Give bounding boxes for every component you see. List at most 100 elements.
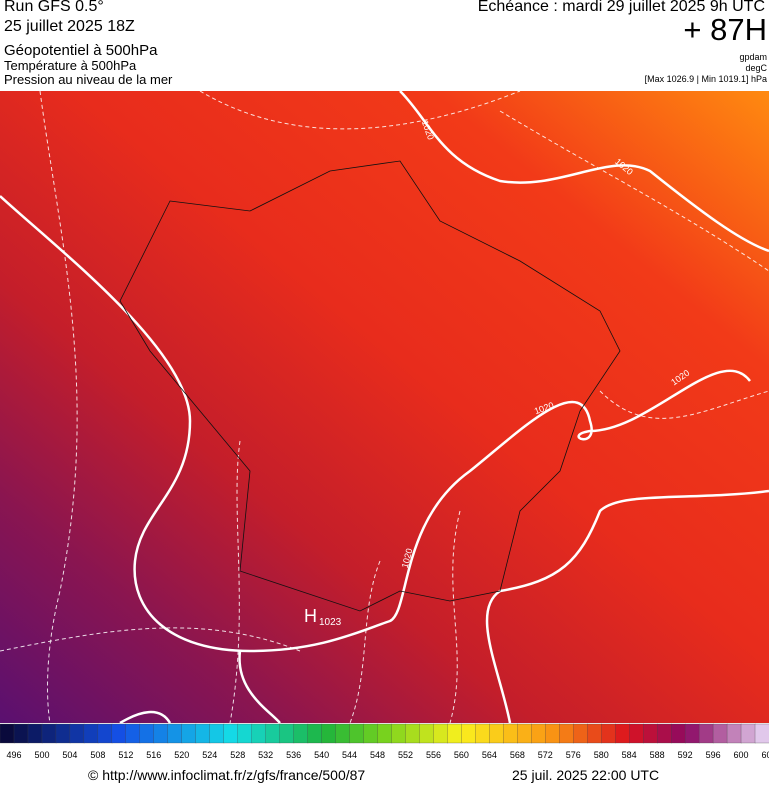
- colorbar-label: 568: [510, 750, 525, 760]
- field-label: Température à 500hPa: [4, 58, 137, 73]
- colorbar-swatch: [335, 723, 351, 744]
- timestamp: 25 juil. 2025 22:00 UTC: [512, 767, 660, 783]
- colorbar-swatch: [447, 723, 463, 744]
- temperature-field: [0, 91, 769, 723]
- colorbar-swatch: [293, 723, 309, 744]
- colorbar-label: 516: [146, 750, 161, 760]
- colorbar-label: 588: [650, 750, 665, 760]
- colorbar-swatch: [251, 723, 267, 744]
- colorbar-label: 544: [342, 750, 357, 760]
- colorbar-swatch: [279, 723, 295, 744]
- colorbar-label: 592: [678, 750, 693, 760]
- colorbar-label: 496: [6, 750, 21, 760]
- colorbar-swatch: [684, 723, 700, 744]
- colorbar-label: 536: [286, 750, 301, 760]
- colorbar-swatch: [615, 723, 630, 744]
- colorbar-label: 600: [734, 750, 749, 760]
- colorbar-label: 596: [706, 750, 721, 760]
- colorbar-swatch: [307, 723, 323, 744]
- colorbar-label: 540: [314, 750, 329, 760]
- colorbar-label: 560: [454, 750, 469, 760]
- colorbar-swatch: [587, 723, 602, 744]
- colorbar-swatch: [153, 723, 169, 744]
- colorbar-swatch: [181, 723, 197, 744]
- pressure-range: [Max 1026.9 | Min 1019.1] hPa: [644, 74, 767, 84]
- colorbar-swatch: [321, 723, 337, 744]
- colorbar-swatch: [27, 723, 43, 744]
- colorbar-swatch: [167, 723, 183, 744]
- colorbar-swatch: [349, 723, 365, 744]
- colorbar-swatch: [573, 723, 588, 744]
- colorbar-swatch: [559, 723, 574, 744]
- colorbar-swatch: [0, 723, 15, 744]
- colorbar-swatch: [503, 723, 518, 744]
- colorbar-swatch: [377, 723, 393, 744]
- forecast-time: Echéance : mardi 29 juillet 2025 9h UTC: [477, 0, 765, 15]
- colorbar-swatch: [83, 723, 99, 744]
- run-title: Run GFS 0.5°: [4, 0, 104, 15]
- colorbar-swatch: [125, 723, 141, 744]
- colorbar-label: 512: [118, 750, 133, 760]
- colorbar-swatch: [698, 723, 714, 744]
- colorbar-swatch: [489, 723, 504, 744]
- colorbar-label: 504: [62, 750, 77, 760]
- colorbar-swatch: [461, 723, 477, 744]
- colorbar-swatch: [363, 723, 379, 744]
- colorbar-swatch: [223, 723, 239, 744]
- colorbar-swatch: [712, 723, 728, 744]
- isotherms: [0, 91, 769, 723]
- colorbar-label: 584: [622, 750, 637, 760]
- colorbar-swatch: [726, 723, 742, 744]
- colorbar-swatch: [419, 723, 435, 744]
- high-value: 1023: [319, 617, 342, 628]
- borders: [119, 160, 621, 612]
- colorbar-swatch: [139, 723, 155, 744]
- colorbar-swatch: [475, 723, 491, 744]
- colorbar-label: 524: [202, 750, 217, 760]
- colorbar-swatch: [111, 723, 127, 744]
- unit-label: degC: [745, 63, 767, 73]
- colorbar-label: 572: [538, 750, 553, 760]
- colorbar-label: 532: [258, 750, 273, 760]
- colorbar-label: 520: [174, 750, 189, 760]
- colorbar-swatch: [670, 723, 686, 744]
- field-label: Pression au niveau de la mer: [4, 72, 173, 87]
- isobars: [0, 91, 769, 723]
- colorbar-swatch: [629, 723, 644, 744]
- run-date: 25 juillet 2025 18Z: [4, 18, 135, 35]
- colorbar-swatch: [656, 723, 672, 744]
- colorbar-swatch: [531, 723, 546, 744]
- unit-label: gpdam: [739, 52, 767, 62]
- colorbar-label: 580: [594, 750, 609, 760]
- colorbar-swatch: [13, 723, 29, 744]
- colorbar-swatch: [97, 723, 113, 744]
- colorbar-label: 576: [566, 750, 581, 760]
- colorbar-swatch: [265, 723, 281, 744]
- source-url: © http://www.infoclimat.fr/z/gfs/france/…: [88, 767, 366, 783]
- colorbar-swatch: [41, 723, 57, 744]
- colorbar-swatch: [55, 723, 71, 744]
- field-label: Géopotentiel à 500hPa: [4, 42, 158, 59]
- colorbar-swatch: [391, 723, 407, 744]
- colorbar-swatch: [69, 723, 85, 744]
- colorbar-label: 508: [90, 750, 105, 760]
- colorbar: 496 500 504 508 512 516 520 524 528 532 536 540 544 5…: [0, 723, 769, 760]
- colorbar-label: 528: [230, 750, 245, 760]
- colorbar-label: 552: [398, 750, 413, 760]
- colorbar-swatch: [754, 723, 769, 744]
- colorbar-swatch: [740, 723, 756, 744]
- colorbar-swatch: [405, 723, 421, 744]
- colorbar-swatch: [517, 723, 532, 744]
- colorbar-swatch: [237, 723, 253, 744]
- forecast-offset: + 87H: [683, 12, 767, 47]
- colorbar-label: 556: [426, 750, 441, 760]
- colorbar-swatch: [433, 723, 449, 744]
- high-symbol: H: [304, 606, 317, 626]
- colorbar-label: 604: [762, 750, 769, 760]
- colorbar-label: 548: [370, 750, 385, 760]
- colorbar-swatch: [209, 723, 225, 744]
- colorbar-swatch: [545, 723, 560, 744]
- colorbar-swatch: [643, 723, 658, 744]
